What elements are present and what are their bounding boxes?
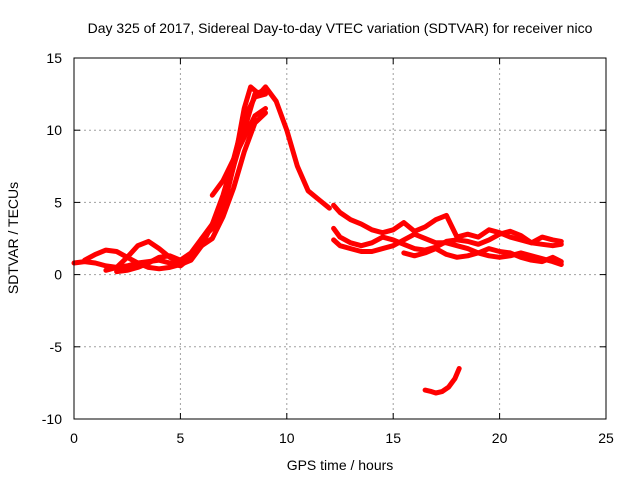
plot-frame — [73, 57, 607, 420]
x-tick-label-25: 25 — [598, 430, 614, 446]
series-line-track-8 — [331, 231, 564, 267]
x-axis-label: GPS time / hours — [287, 457, 394, 473]
tick-layer: 0 5 10 15 20 25 -10 -5 0 5 10 15 — [42, 50, 614, 446]
x-tick-label-0: 0 — [70, 430, 78, 446]
y-tick-label--10: -10 — [42, 411, 62, 427]
chart-title: Day 325 of 2017, Sidereal Day-to-day VTE… — [88, 20, 593, 36]
y-tick-label-0: 0 — [54, 267, 62, 283]
series-layer — [71, 84, 564, 396]
series-line-track-9 — [401, 246, 564, 265]
x-tick-label-15: 15 — [385, 430, 401, 446]
series-line-track-4 — [114, 91, 268, 275]
series-line-track-5 — [209, 106, 268, 198]
x-tick-label-5: 5 — [177, 430, 185, 446]
x-tick-label-10: 10 — [279, 430, 295, 446]
series-line-track-3 — [103, 110, 268, 273]
x-tick-label-20: 20 — [492, 430, 508, 446]
series-line-track-10 — [422, 366, 462, 396]
y-tick-label-10: 10 — [46, 122, 62, 138]
y-tick-label--5: -5 — [50, 339, 63, 355]
y-tick-label-15: 15 — [46, 50, 62, 66]
y-axis-label: SDTVAR / TECUs — [5, 182, 21, 294]
y-tick-label-5: 5 — [54, 194, 62, 210]
